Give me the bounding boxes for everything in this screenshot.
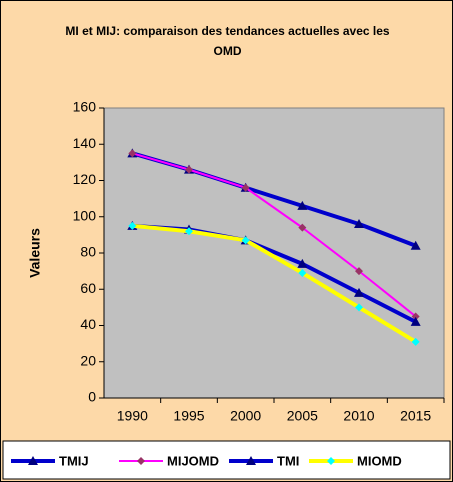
- legend-marker: [327, 457, 335, 465]
- y-tick-label: 60: [80, 280, 96, 296]
- y-axis-label: Valeurs: [27, 228, 43, 278]
- x-tick-label: 1995: [173, 408, 204, 424]
- legend-marker: [137, 457, 145, 465]
- series-line: [132, 152, 417, 318]
- data-point: [241, 236, 250, 245]
- legend-marker: [246, 456, 256, 465]
- chart-title: MI et MIJ: comparaison des tendances act…: [65, 24, 390, 58]
- x-tick-label: 2015: [400, 408, 431, 424]
- x-tick-label: 2005: [287, 408, 318, 424]
- y-tick-label: 0: [88, 389, 96, 405]
- data-point: [241, 183, 250, 192]
- y-tick-label: 160: [73, 99, 97, 115]
- data-point: [298, 223, 307, 232]
- data-point: [355, 303, 363, 312]
- data-point: [410, 316, 421, 326]
- data-point: [297, 200, 308, 210]
- x-tick-label: 1990: [117, 408, 148, 424]
- data-point: [185, 227, 193, 236]
- data-point: [355, 267, 363, 276]
- data-point: [298, 268, 307, 277]
- y-tick-label: 80: [80, 244, 96, 260]
- y-tick-label: 40: [80, 316, 96, 332]
- data-point: [411, 312, 420, 321]
- x-tick-label: 2010: [343, 408, 374, 424]
- y-tick-label: 100: [73, 207, 97, 223]
- y-tick-label: 140: [73, 135, 97, 151]
- legend-label: MIJOMD: [167, 453, 219, 468]
- legend-marker: [28, 456, 38, 465]
- legend-label: TMIJ: [59, 453, 89, 468]
- legend-box: [2, 440, 451, 480]
- data-point: [297, 258, 308, 268]
- data-point: [128, 149, 137, 158]
- series-line: [132, 223, 417, 344]
- data-point: [354, 287, 364, 297]
- x-tick-label: 2000: [230, 408, 261, 424]
- legend-label: TMI: [277, 453, 299, 468]
- data-point: [411, 337, 420, 346]
- data-point: [410, 240, 421, 250]
- data-point: [128, 221, 137, 230]
- y-tick-label: 20: [80, 352, 96, 368]
- data-point: [185, 165, 193, 174]
- y-tick-label: 120: [73, 171, 97, 187]
- legend-label: MIOMD: [357, 453, 402, 468]
- data-point: [354, 219, 364, 228]
